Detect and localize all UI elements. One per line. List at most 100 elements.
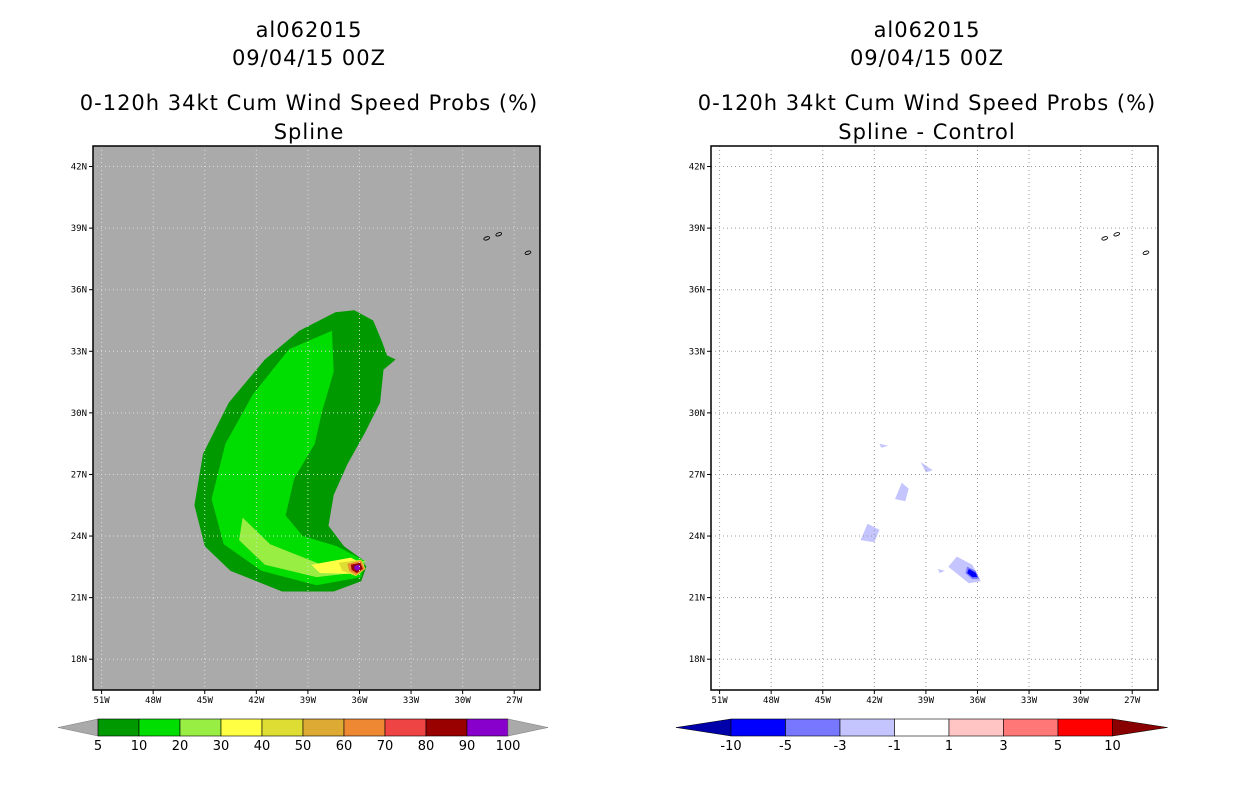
island-outline <box>483 236 491 241</box>
y-tick-label: 33N <box>689 347 705 357</box>
colorbar-swatch <box>1003 718 1059 737</box>
storm-id: al062015 <box>255 18 363 42</box>
y-tick-label: 39N <box>689 224 705 234</box>
x-tick-label: 48W <box>763 696 780 706</box>
colorbar-label: 20 <box>172 739 189 754</box>
colorbar-swatch <box>220 718 263 737</box>
colorbar-label: 70 <box>377 739 394 754</box>
spline-panel: al062015 09/04/15 00Z 0-120h 34kt Cum Wi… <box>57 18 549 754</box>
island-outline <box>524 250 532 255</box>
method-label: Spline <box>273 120 345 144</box>
plot-background <box>711 146 1158 690</box>
colorbar-label: -10 <box>720 739 741 754</box>
contour-level-neg5 <box>967 568 978 578</box>
colorbar-label: 60 <box>336 739 353 754</box>
storm-id: al062015 <box>873 18 981 42</box>
colorbar-swatch <box>97 718 140 737</box>
x-tick-label: 39W <box>918 696 935 706</box>
island-outline <box>495 232 503 237</box>
colorbar-swatch <box>384 718 427 737</box>
plot-frame <box>92 145 541 691</box>
y-tick-label: 21N <box>689 594 705 604</box>
contour-level-10 <box>211 330 365 586</box>
colorbar-swatch <box>425 718 468 737</box>
colorbar-swatch <box>261 718 304 737</box>
x-tick-label: 48W <box>145 696 162 706</box>
y-tick-label: 27N <box>71 470 87 480</box>
x-tick-label: 27W <box>1124 696 1141 706</box>
x-tick-label: 51W <box>711 696 728 706</box>
plot-frame <box>710 145 1159 691</box>
colorbar-overflow-arrow <box>507 718 549 737</box>
y-tick-label: 24N <box>71 532 87 542</box>
colorbar-swatch <box>466 718 509 737</box>
y-tick-label: 42N <box>71 163 87 173</box>
colorbar-swatch <box>894 718 950 737</box>
y-tick-label: 36N <box>71 286 87 296</box>
x-tick-label: 33W <box>403 696 420 706</box>
island-outline <box>1142 250 1150 255</box>
colorbar-swatch <box>839 718 895 737</box>
method-label: Spline - Control <box>838 120 1016 144</box>
colorbar-label: 10 <box>1104 739 1121 754</box>
x-tick-label: 36W <box>351 696 368 706</box>
forecast-date: 09/04/15 00Z <box>849 46 1005 70</box>
y-tick-label: 18N <box>689 655 705 665</box>
colorbar-label: 30 <box>213 739 230 754</box>
x-tick-label: 45W <box>815 696 832 706</box>
island-outline <box>1113 232 1121 237</box>
y-tick-label: 21N <box>71 594 87 604</box>
x-tick-label: 51W <box>93 696 110 706</box>
contour-level-neg1 <box>920 462 933 473</box>
y-tick-label: 39N <box>71 224 87 234</box>
colorbar-label: 90 <box>459 739 476 754</box>
contour-level-neg1 <box>937 568 945 573</box>
contour-level-20 <box>239 517 367 578</box>
x-tick-label: 27W <box>506 696 523 706</box>
colorbar-label: 40 <box>254 739 271 754</box>
x-tick-label: 39W <box>300 696 317 706</box>
colorbar-swatch <box>138 718 181 737</box>
y-tick-label: 30N <box>71 409 87 419</box>
contour-level-neg1 <box>879 443 889 448</box>
contour-level-90 <box>354 564 361 571</box>
difference-map: 51W 48W 45W 42W 39W 36W 33W 30W 27W 42N 39N 36N 33N 3… <box>675 145 1168 754</box>
difference-panel: al062015 09/04/15 00Z 0-120h 34kt Cum Wi… <box>618 0 1236 800</box>
x-tick-label: 36W <box>969 696 986 706</box>
colorbar-underflow-arrow <box>57 718 99 737</box>
colorbar-swatch <box>343 718 386 737</box>
colorbar-overflow-arrow <box>1112 718 1168 737</box>
x-tick-label: 42W <box>866 696 883 706</box>
colorbar-swatch <box>785 718 841 737</box>
colorbar-label: 5 <box>94 739 102 754</box>
x-tick-label: 30W <box>455 696 472 706</box>
colorbar-label: 3 <box>999 739 1007 754</box>
y-tick-label: 33N <box>71 347 87 357</box>
chart-subtitle: 0-120h 34kt Cum Wind Speed Probs (%) <box>697 91 1157 115</box>
colorbar-swatch <box>948 718 1004 737</box>
colorbar-label: -3 <box>834 739 847 754</box>
colorbar-swatch <box>179 718 222 737</box>
colorbar-label: 10 <box>131 739 148 754</box>
y-tick-label: 27N <box>689 470 705 480</box>
colorbar-label: -1 <box>888 739 901 754</box>
y-tick-label: 24N <box>689 532 705 542</box>
x-tick-label: 45W <box>197 696 214 706</box>
y-tick-label: 30N <box>689 409 705 419</box>
colorbar-swatch <box>302 718 345 737</box>
x-tick-label: 33W <box>1021 696 1038 706</box>
colorbar-label: 1 <box>945 739 953 754</box>
colorbar-underflow-arrow <box>675 718 732 737</box>
contour-level-neg1 <box>860 523 880 543</box>
forecast-date: 09/04/15 00Z <box>231 46 387 70</box>
colorbar-label: -5 <box>779 739 792 754</box>
colorbar-label: 5 <box>1054 739 1062 754</box>
y-tick-label: 18N <box>71 655 87 665</box>
y-tick-label: 36N <box>689 286 705 296</box>
chart-subtitle: 0-120h 34kt Cum Wind Speed Probs (%) <box>79 91 539 115</box>
colorbar-label: 80 <box>418 739 435 754</box>
contour-level-neg1 <box>895 482 909 502</box>
island-outline <box>1101 236 1109 241</box>
probability-map: 51W 48W 45W 42W 39W 36W 33W 30W 27W 42N 39N 36N 33N 3… <box>57 145 549 754</box>
x-tick-label: 30W <box>1073 696 1090 706</box>
